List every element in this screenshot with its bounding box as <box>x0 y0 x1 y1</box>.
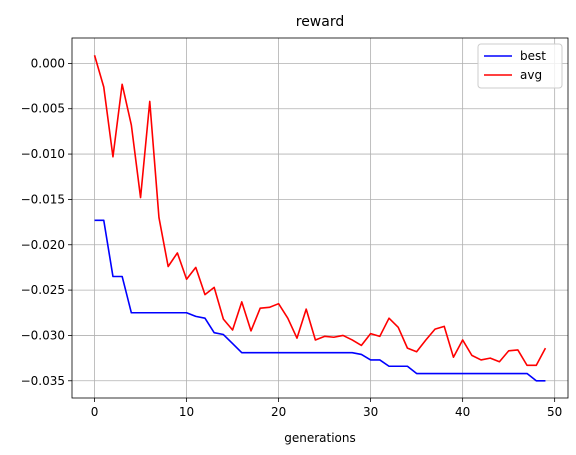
x-tick-label: 30 <box>363 405 378 419</box>
tick-layer: 0 10 20 30 40 50 0.000 −0.005 −0.010 −0.015 −0.020… <box>21 56 563 419</box>
chart-title: reward <box>296 14 345 30</box>
legend-label-avg: avg <box>520 68 542 82</box>
x-axis-title: generations <box>284 431 356 445</box>
y-tick-label: −0.015 <box>21 192 65 206</box>
legend-box <box>477 43 563 89</box>
y-tick-label: −0.030 <box>21 328 65 342</box>
y-tick-label: 0.000 <box>31 56 65 70</box>
legend-label-best: best <box>520 49 546 63</box>
x-tick-label: 10 <box>179 405 194 419</box>
x-tick-label: 50 <box>547 405 562 419</box>
plot-area <box>72 38 568 398</box>
legend: best avg <box>477 43 563 89</box>
series-line-best <box>94 219 546 382</box>
plot-frame <box>71 37 569 399</box>
y-tick-label: −0.025 <box>21 283 65 297</box>
y-tick-label: −0.035 <box>21 374 65 388</box>
y-tick-label: −0.020 <box>21 238 65 252</box>
y-tick-label: −0.010 <box>21 147 65 161</box>
x-tick-label: 40 <box>455 405 470 419</box>
series-layer <box>93 55 547 382</box>
x-tick-label: 20 <box>271 405 286 419</box>
y-tick-label: −0.005 <box>21 102 65 116</box>
x-tick-label: 0 <box>91 405 99 419</box>
series-line-avg <box>93 55 547 367</box>
